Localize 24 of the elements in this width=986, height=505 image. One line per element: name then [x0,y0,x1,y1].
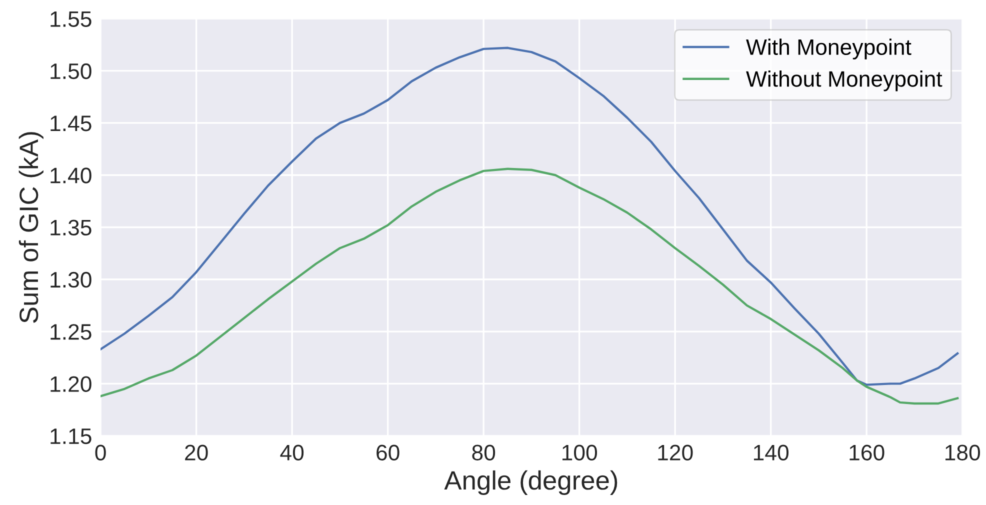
x-tick-label: 100 [562,444,597,460]
line-series [100,168,959,405]
x-tick-label: 80 [472,444,496,460]
legend-label: Without Moneypoint [746,70,942,92]
x-tick-label: 20 [185,444,208,460]
x-axis-title: Angle (degree) [444,470,618,496]
y-axis-title: Sum of GIC (kA) [18,132,44,323]
x-tick-label: 60 [376,444,400,460]
y-tick-label: 1.50 [50,63,92,80]
x-tick-label: 160 [850,444,884,460]
y-tick-label: 1.45 [50,116,92,132]
x-tick-label: 0 [95,444,106,460]
x-tick-label: 40 [280,444,304,460]
y-tick-label: 1.20 [50,376,92,392]
y-tick-label: 1.35 [50,220,92,236]
y-tick-label: 1.25 [50,324,92,340]
y-tick-label: 1.15 [50,428,92,444]
legend-label: With Moneypoint [746,38,912,60]
x-tick-label: 140 [754,444,789,460]
y-tick-label: 1.40 [50,168,92,184]
x-tick-label: 180 [945,444,980,460]
y-tick-label: 1.30 [50,272,92,288]
y-tick-label: 1.55 [50,11,92,27]
x-tick-label: 120 [658,444,693,460]
